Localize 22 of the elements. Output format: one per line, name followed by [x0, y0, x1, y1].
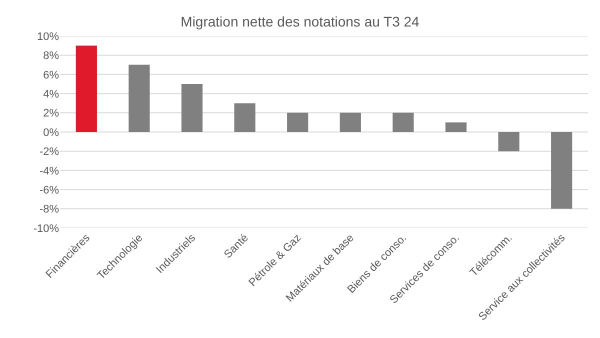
y-tick-label: -8% — [39, 204, 60, 216]
bar — [498, 132, 520, 152]
y-tick-label: 2% — [43, 108, 60, 120]
y-tick-label: 0% — [43, 126, 60, 139]
y-tick-label: -10% — [33, 222, 60, 235]
y-tick-label: 6% — [43, 69, 60, 82]
bar — [287, 112, 308, 132]
bar — [340, 112, 361, 132]
y-tick-label: 4% — [43, 88, 60, 100]
y-tick-label: 8% — [43, 50, 60, 62]
chart-title: Migration nette des notations au T3 24 — [180, 14, 420, 30]
y-tick-label: -6% — [39, 184, 60, 196]
y-tick-label: -2% — [39, 146, 60, 158]
bar — [392, 112, 414, 132]
bar — [181, 84, 203, 132]
y-tick-label: -4% — [39, 165, 60, 178]
bar — [76, 46, 97, 132]
y-tick-label: 10% — [36, 30, 60, 43]
bar — [551, 132, 572, 209]
bar — [234, 103, 256, 132]
bar — [128, 64, 150, 132]
bar — [445, 122, 467, 132]
